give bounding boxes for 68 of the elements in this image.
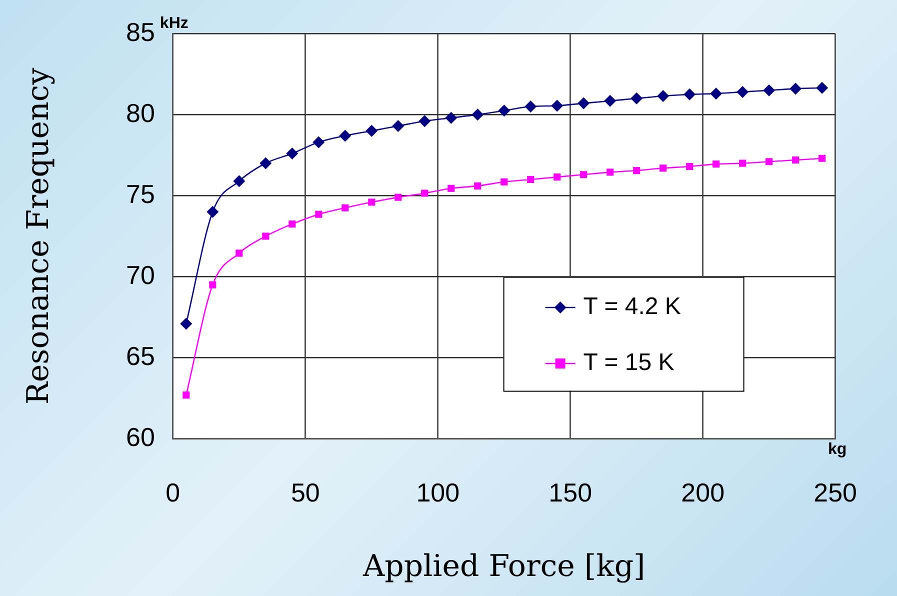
point (312, 136, 325, 148)
point (790, 82, 802, 95)
point (236, 250, 243, 257)
point (792, 156, 800, 164)
point (368, 198, 376, 206)
point (288, 220, 296, 228)
x-tick-label: 200 (681, 478, 725, 508)
legend-label: T = 4.2 K (583, 293, 681, 320)
point (182, 392, 190, 399)
point (498, 104, 510, 117)
point (739, 160, 746, 167)
y-axis-title: Resonance Frequency (20, 68, 56, 405)
point (315, 210, 322, 218)
point (418, 115, 431, 128)
point (578, 97, 590, 110)
point (472, 108, 484, 121)
point (686, 162, 694, 170)
y-tick-label: 65 (126, 340, 155, 371)
point (580, 171, 588, 178)
x-tick-label: 250 (814, 478, 858, 508)
point (816, 82, 828, 94)
point (524, 100, 537, 113)
x-tick-label: 150 (548, 478, 592, 508)
point (445, 112, 458, 124)
text: kHz (160, 15, 188, 32)
x-tick-label: 100 (416, 478, 460, 508)
point (684, 88, 696, 100)
x-tick-label: 50 (290, 478, 320, 508)
point (209, 281, 216, 288)
point (366, 124, 378, 137)
point (262, 232, 270, 240)
point (604, 94, 616, 107)
point (527, 176, 534, 184)
point (710, 88, 722, 100)
point (818, 154, 826, 162)
point (712, 160, 720, 168)
x-tick-label: 0 (166, 478, 180, 508)
point (392, 120, 404, 132)
point (342, 204, 349, 212)
point (633, 167, 640, 174)
y-tick-label: 60 (126, 422, 155, 452)
point (474, 182, 482, 190)
point (551, 100, 564, 112)
point (606, 168, 614, 176)
point (206, 206, 219, 218)
point (763, 84, 776, 96)
point (233, 175, 246, 188)
point (630, 92, 643, 104)
point (736, 86, 749, 98)
legend-label: T = 15 K (583, 349, 674, 376)
point (657, 90, 670, 102)
point (180, 318, 192, 330)
point (554, 174, 561, 181)
y-tick-label: 85 (126, 16, 155, 47)
point (260, 157, 272, 170)
point (394, 194, 402, 201)
point (286, 148, 298, 160)
text: kg (828, 441, 847, 458)
x-axis-title: Applied Force [kg] (362, 548, 646, 584)
y-tick-label: 75 (126, 178, 155, 209)
point (448, 184, 455, 192)
y-tick-label: 70 (126, 260, 155, 290)
point (766, 158, 773, 166)
point (500, 178, 508, 186)
y-tick-label: 80 (126, 98, 155, 128)
point (421, 190, 428, 197)
point (339, 130, 352, 142)
point (660, 164, 667, 172)
